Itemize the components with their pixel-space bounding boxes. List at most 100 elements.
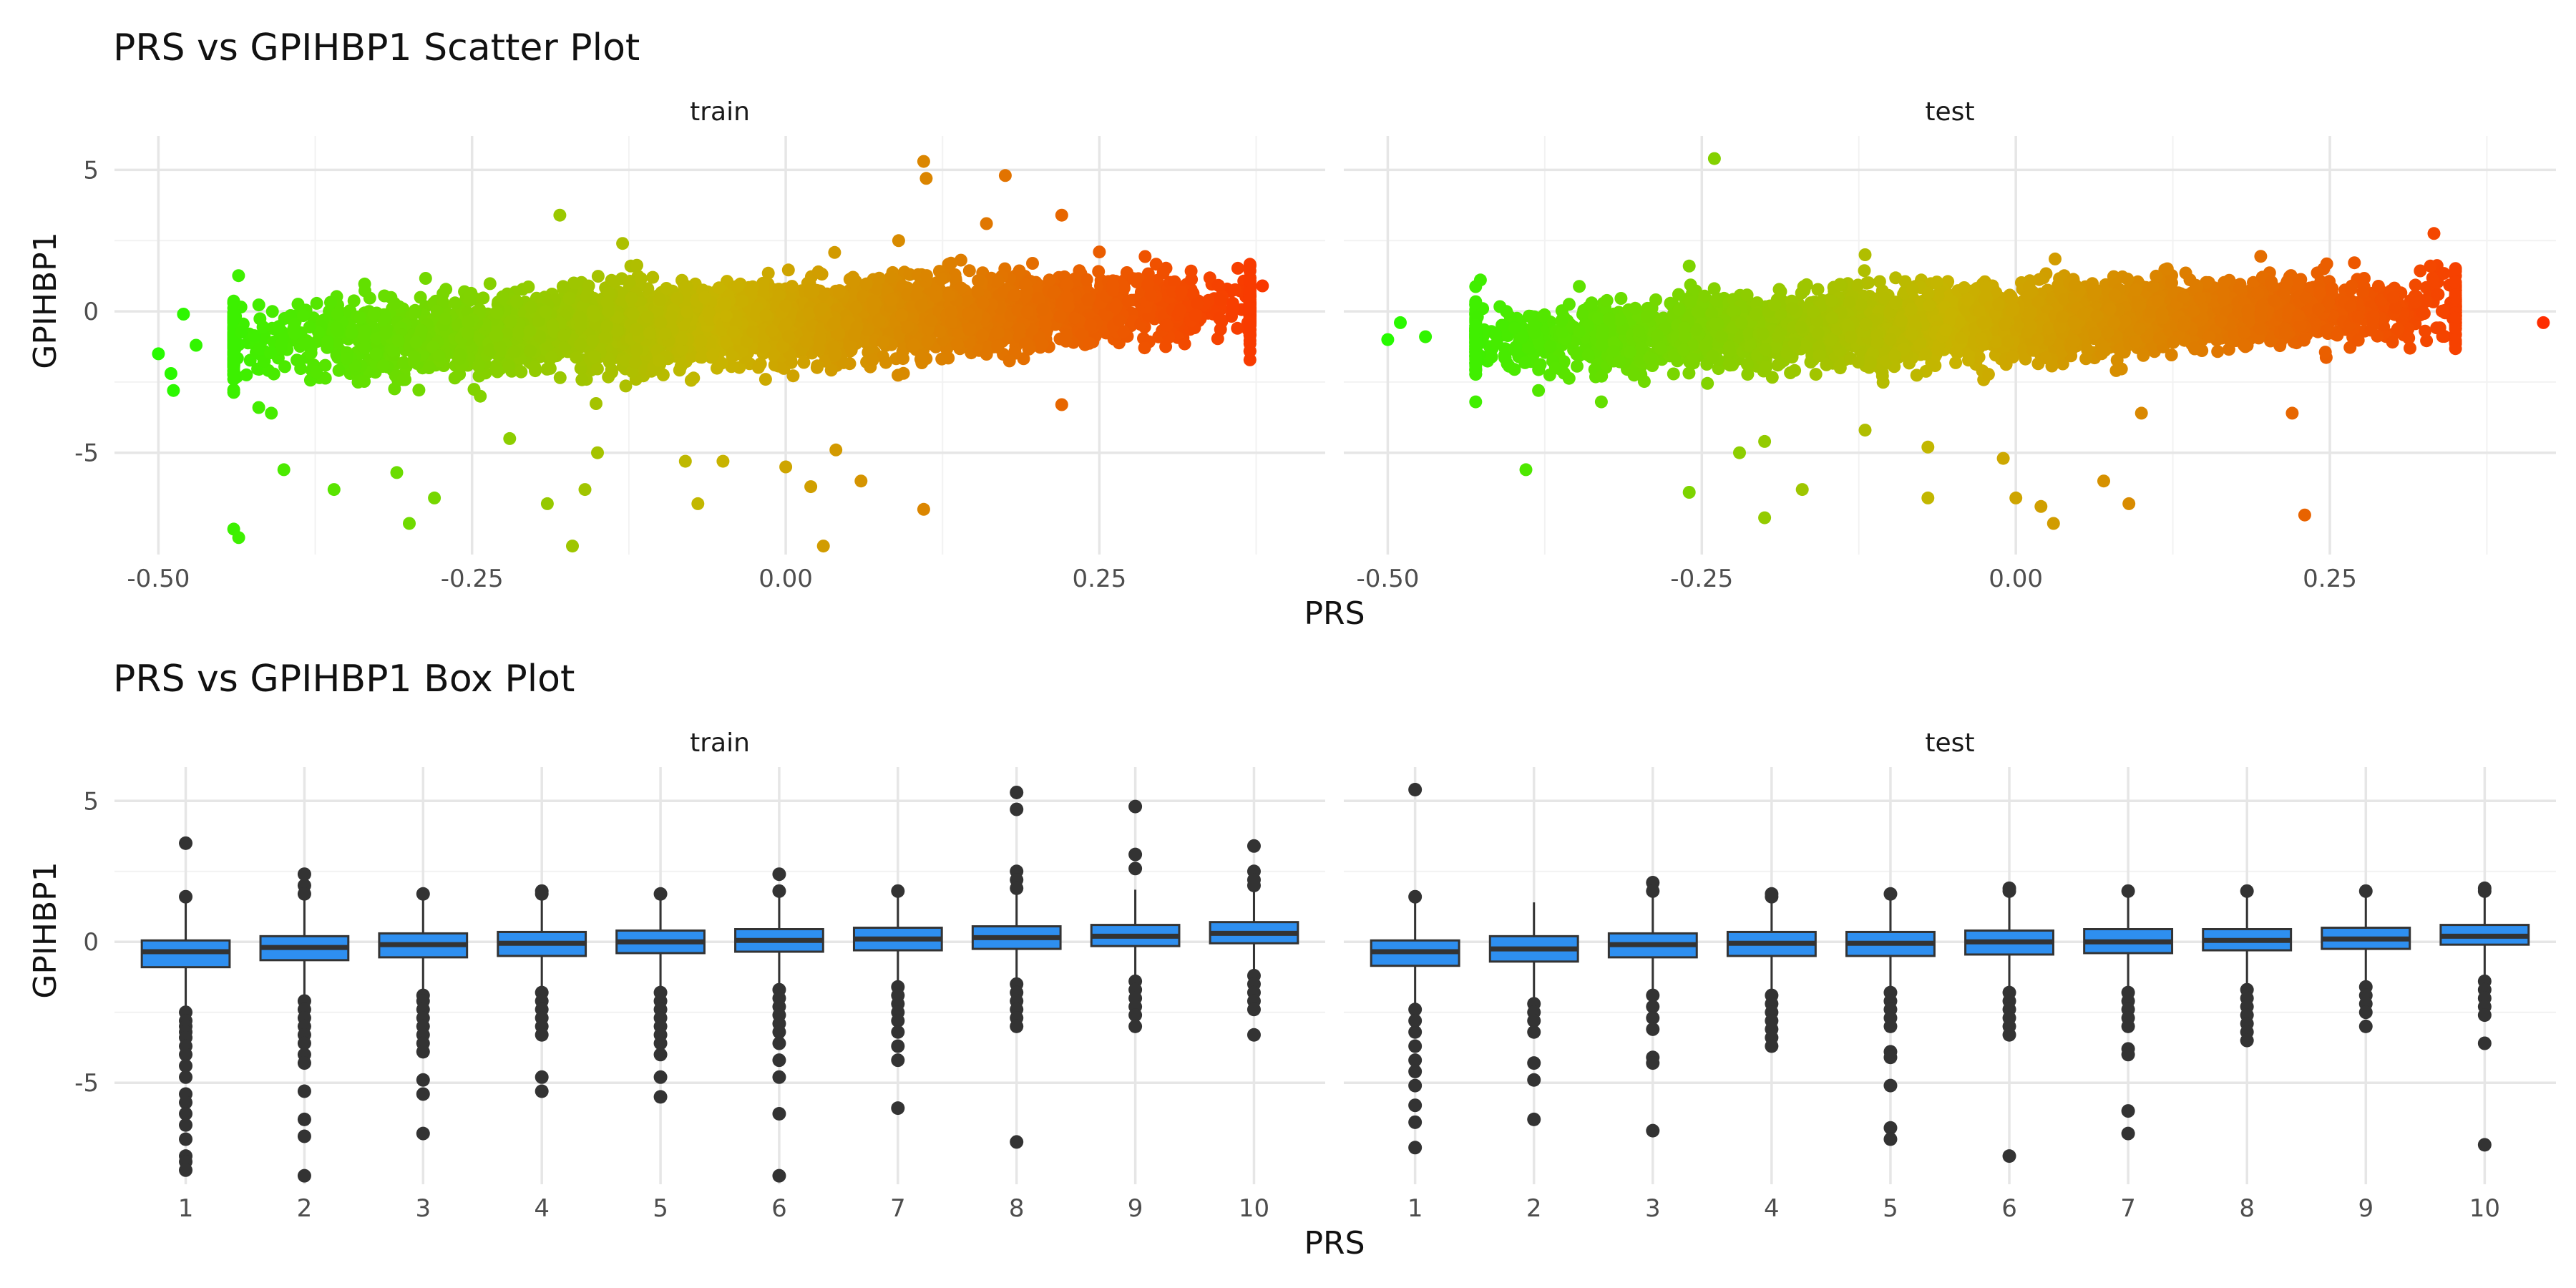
scatter-point <box>1106 283 1120 297</box>
scatter-point <box>461 326 474 340</box>
scatter-point <box>935 273 948 286</box>
scatter-point <box>545 351 558 364</box>
scatter-point <box>358 324 372 338</box>
scatter-point <box>901 320 914 333</box>
scatter-point <box>781 263 795 277</box>
scatter-point <box>736 294 749 308</box>
scatter-outlier-point <box>428 491 441 504</box>
scatter-point <box>935 352 949 366</box>
scatter-point <box>976 296 990 310</box>
scatter-point <box>412 384 426 397</box>
scatter-point <box>1213 311 1226 325</box>
scatter-outlier-point <box>854 474 868 488</box>
scatter-point <box>590 362 604 376</box>
scatter-point <box>1214 323 1227 336</box>
scatter-point <box>962 264 976 278</box>
scatter-point <box>562 292 576 306</box>
scatter-point <box>347 294 361 308</box>
scatter-point <box>509 295 523 308</box>
scatter-point <box>1211 278 1225 292</box>
scatter-point <box>779 317 793 331</box>
scatter-outlier-point <box>164 367 177 380</box>
scatter-outlier-point <box>566 540 579 553</box>
scatter-point <box>358 277 371 291</box>
scatter-outlier-point <box>829 443 843 457</box>
scatter-point <box>872 271 886 285</box>
scatter-point <box>1243 274 1257 288</box>
scatter-point <box>1138 341 1151 355</box>
scatter-point <box>340 352 353 366</box>
scatter-point <box>782 330 795 343</box>
scatter-point <box>879 356 892 369</box>
scatter-point <box>814 333 826 347</box>
scatter-point <box>587 309 601 323</box>
scatter-outlier-point <box>553 208 567 222</box>
scatter-point <box>634 272 648 286</box>
scatter-point <box>992 326 1005 340</box>
scatter-point <box>414 324 428 337</box>
scatter-point <box>915 356 929 369</box>
scatter-point <box>833 284 847 298</box>
scatter-point <box>298 337 311 351</box>
scatter-point <box>419 272 432 285</box>
scatter-point <box>408 350 421 364</box>
scatter-point <box>694 334 708 348</box>
scatter-point <box>586 334 600 348</box>
scatter-point <box>291 298 305 311</box>
scatter-point <box>849 301 862 315</box>
scatter-point <box>658 327 672 341</box>
scatter-point <box>884 293 898 307</box>
scatter-point <box>1109 301 1123 314</box>
scatter-point <box>1036 303 1050 316</box>
scatter-point <box>358 375 371 388</box>
scatter-outlier-point <box>716 454 730 468</box>
scatter-point <box>646 270 660 284</box>
scatter-outlier-point <box>265 406 278 420</box>
scatter-point <box>877 336 889 349</box>
scatter-point <box>1229 283 1242 296</box>
scatter-point <box>619 379 633 393</box>
scatter-point <box>574 338 587 351</box>
scatter-point <box>866 353 879 367</box>
scatter-point <box>866 295 879 308</box>
scatter-point <box>758 373 772 386</box>
scatter-point <box>698 291 711 304</box>
scatter-point <box>1035 337 1049 351</box>
scatter-point <box>1053 310 1067 323</box>
scatter-point <box>453 348 467 361</box>
scatter-point <box>331 307 344 321</box>
scatter-point <box>712 281 726 295</box>
scatter-point <box>945 256 957 270</box>
scatter-point <box>2254 250 2268 263</box>
scatter-point <box>695 351 708 364</box>
scatter-point <box>1231 261 1244 275</box>
scatter-point <box>654 316 668 329</box>
scatter-point <box>673 364 686 377</box>
scatter-point <box>680 306 694 319</box>
scatter-point <box>991 339 1005 353</box>
scatter-point <box>388 297 401 311</box>
scatter-outlier-point <box>919 172 933 185</box>
scatter-point <box>1149 258 1163 271</box>
scatter-point <box>296 309 310 323</box>
scatter-point <box>272 320 286 333</box>
scatter-title: PRS vs GPIHBP1 Scatter Plot <box>113 26 640 69</box>
scatter-point <box>227 294 240 308</box>
scatter-point <box>330 321 343 335</box>
scatter-outlier-point <box>998 169 1012 182</box>
scatter-point <box>1226 303 1239 316</box>
scatter-outlier-point <box>503 431 517 445</box>
scatter-point <box>408 306 421 320</box>
scatter-point <box>1160 318 1174 332</box>
scatter-point <box>432 349 446 363</box>
scatter-point <box>396 373 409 386</box>
scatter-point <box>895 308 909 322</box>
scatter-outlier-point <box>232 531 245 545</box>
scatter-point <box>575 373 589 386</box>
scatter-point <box>630 343 643 357</box>
scatter-outlier-point <box>678 454 692 468</box>
scatter-outlier-point <box>591 446 604 459</box>
scatter-point <box>653 293 667 306</box>
scatter-point <box>1191 297 1204 311</box>
scatter-point <box>574 320 587 333</box>
